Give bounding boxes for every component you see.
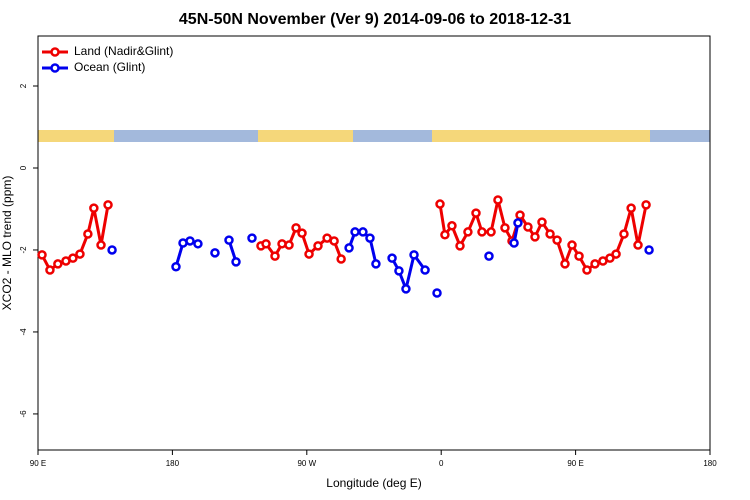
data-point <box>344 243 354 253</box>
data-point <box>515 210 525 220</box>
data-point <box>394 266 404 276</box>
data-point <box>103 200 113 210</box>
y-tick-label: -4 <box>19 328 28 336</box>
chart-title: 45N-50N November (Ver 9) 2014-09-06 to 2… <box>179 11 571 28</box>
y-tick-label: -2 <box>19 246 28 254</box>
data-point <box>291 223 301 233</box>
data-point <box>297 228 307 238</box>
legend-marker <box>50 63 60 73</box>
data-point <box>545 229 555 239</box>
data-point <box>611 249 621 259</box>
data-point <box>45 265 55 275</box>
data-point <box>447 221 457 231</box>
data-point <box>96 240 106 250</box>
x-tick-label: 180 <box>166 459 180 468</box>
data-point <box>626 203 636 213</box>
data-point <box>231 257 241 267</box>
data-point <box>329 236 339 246</box>
data-point <box>304 249 314 259</box>
x-tick-label: 90 E <box>567 459 583 468</box>
data-point <box>261 239 271 249</box>
data-point <box>471 208 481 218</box>
data-point <box>513 218 523 228</box>
legend-marker <box>50 47 60 57</box>
data-point <box>89 203 99 213</box>
data-point <box>371 259 381 269</box>
data-point <box>530 232 540 242</box>
data-point <box>582 265 592 275</box>
data-point <box>463 227 473 237</box>
data-point <box>68 253 78 263</box>
data-point <box>455 241 465 251</box>
data-point <box>284 240 294 250</box>
data-point <box>336 254 346 264</box>
data-point <box>523 222 533 232</box>
x-tick-label: 180 <box>703 459 717 468</box>
data-point <box>409 250 419 260</box>
data-point <box>171 262 181 272</box>
data-point <box>75 249 85 259</box>
data-point <box>185 236 195 246</box>
data-point <box>365 233 375 243</box>
data-point <box>210 248 220 258</box>
data-point <box>83 229 93 239</box>
data-point <box>493 195 503 205</box>
y-tick-label: -6 <box>19 410 28 418</box>
data-point <box>107 245 117 255</box>
data-point <box>574 251 584 261</box>
y-tick-label: 2 <box>19 83 28 88</box>
data-point <box>440 230 450 240</box>
data-point <box>350 227 360 237</box>
data-point <box>484 251 494 261</box>
data-point <box>435 199 445 209</box>
x-tick-label: 0 <box>439 459 444 468</box>
y-tick-label: 0 <box>19 165 28 170</box>
data-point <box>477 227 487 237</box>
legend-label: Land (Nadir&Glint) <box>74 44 173 58</box>
data-point <box>358 227 368 237</box>
y-axis-label: XCO2 - MLO trend (ppm) <box>0 176 14 311</box>
data-point <box>432 288 442 298</box>
data-point <box>247 233 257 243</box>
map-strip <box>38 130 710 142</box>
data-point <box>387 253 397 263</box>
data-point <box>641 200 651 210</box>
legend-label: Ocean (Glint) <box>74 60 145 74</box>
data-point <box>313 241 323 251</box>
data-point <box>537 217 547 227</box>
data-point <box>644 245 654 255</box>
data-point <box>193 239 203 249</box>
data-point <box>552 235 562 245</box>
data-point <box>420 265 430 275</box>
data-point <box>53 259 63 269</box>
x-tick-label: 90 W <box>297 459 316 468</box>
data-point <box>567 240 577 250</box>
x-axis-label: Longitude (deg E) <box>326 476 421 490</box>
data-point <box>633 240 643 250</box>
data-point <box>509 238 519 248</box>
data-point <box>605 253 615 263</box>
data-point <box>401 284 411 294</box>
x-tick-label: 90 E <box>30 459 46 468</box>
data-point <box>486 227 496 237</box>
data-point <box>500 223 510 233</box>
data-point <box>270 251 280 261</box>
data-point <box>590 259 600 269</box>
plot-frame <box>37 35 711 451</box>
data-point <box>224 235 234 245</box>
data-point <box>619 229 629 239</box>
data-point <box>560 259 570 269</box>
data-point <box>37 250 47 260</box>
